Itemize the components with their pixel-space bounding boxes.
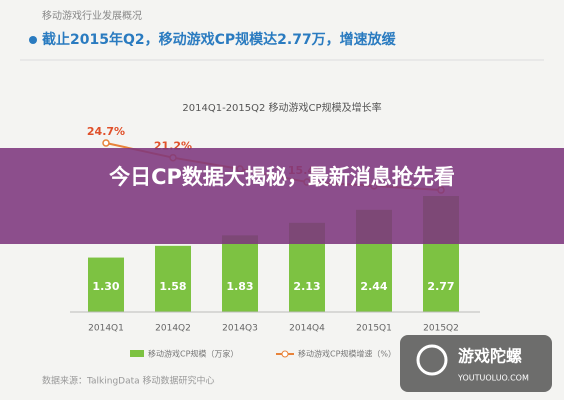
- watermark-bg: [400, 335, 552, 392]
- bar-label: 1.58: [159, 280, 186, 293]
- bar-label: 2.44: [360, 280, 387, 293]
- x-tick-label: 2014Q2: [155, 324, 191, 334]
- x-tick-label: 2014Q4: [289, 324, 325, 334]
- x-tick-label: 2014Q3: [222, 324, 258, 334]
- watermark-name: 游戏陀螺: [458, 347, 522, 366]
- subtitle: 截止2015年Q2，移动游戏CP规模达2.77万，增速放缓: [42, 31, 397, 48]
- header: 移动游戏行业发展概况: [42, 9, 142, 22]
- bar-label: 1.30: [92, 280, 119, 293]
- source: 数据来源：TalkingData 移动数据研究中心: [42, 375, 215, 387]
- bar: [155, 245, 191, 312]
- bullet: [29, 36, 37, 44]
- legend-label: 移动游戏CP规模增速（%）: [298, 349, 396, 359]
- watermark-url: YOUTUOLUO.COM: [457, 374, 529, 383]
- legend-swatch: [281, 350, 289, 358]
- bar-label: 2.77: [427, 280, 454, 293]
- overlay-title: 今日CP数据大揭秘，最新消息抢先看: [0, 148, 564, 244]
- legend-label: 移动游戏CP规模（万家）: [148, 349, 238, 359]
- bar-label: 1.83: [226, 280, 253, 293]
- line-label: 24.7%: [87, 125, 125, 138]
- bar: [222, 235, 258, 312]
- bar: [88, 257, 124, 312]
- x-tick-label: 2014Q1: [88, 324, 124, 334]
- watermark-logo: [416, 344, 448, 376]
- x-tick-label: 2015Q2: [423, 324, 459, 334]
- bar-label: 2.13: [293, 280, 320, 293]
- chart-title: 2014Q1-2015Q2 移动游戏CP规模及增长率: [182, 101, 381, 114]
- legend-swatch: [130, 350, 144, 357]
- line-point: [102, 139, 110, 147]
- x-tick-label: 2015Q1: [356, 324, 392, 334]
